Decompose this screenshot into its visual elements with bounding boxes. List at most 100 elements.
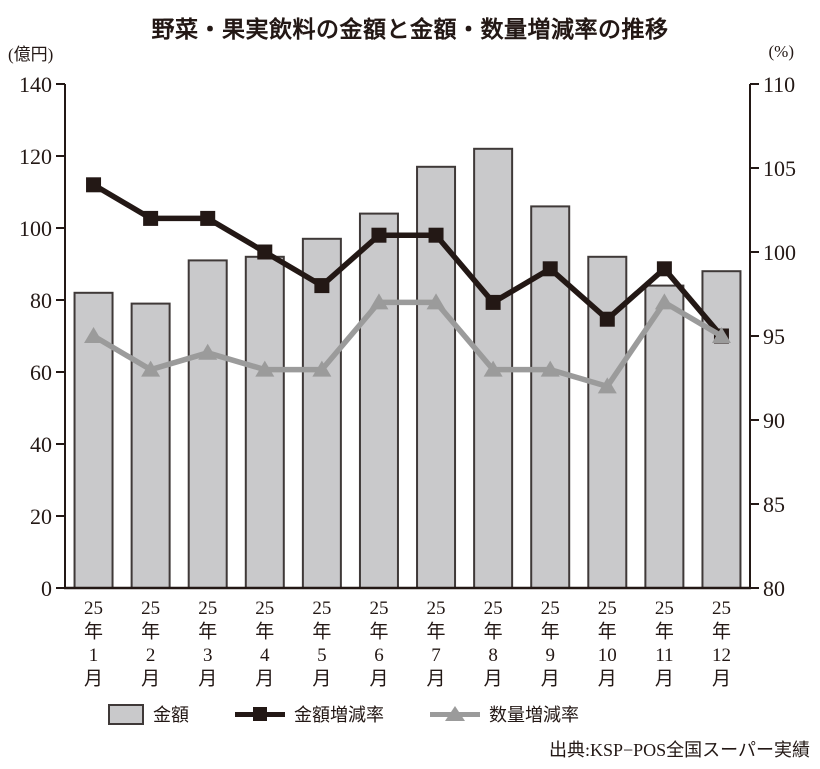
left-tick-label-100: 100 <box>19 216 52 241</box>
x-label-25年3月: 25 <box>198 598 217 619</box>
x-label-25年5月: 5 <box>317 645 327 666</box>
x-label-25年1月: 月 <box>84 669 103 690</box>
source-note: 出典:KSP−POS全国スーパー実績 <box>548 740 810 760</box>
x-label-25年12月: 月 <box>712 669 731 690</box>
金額増減率-marker-25年2月 <box>143 210 159 226</box>
x-label-25年8月: 年 <box>484 621 503 643</box>
x-label-25年7月: 年 <box>427 621 446 643</box>
x-label-25年1月: 年 <box>84 621 103 643</box>
数量増減率-marker-25年10月 <box>597 377 617 394</box>
bar-25年5月 <box>301 237 342 590</box>
right-tick-label-85: 85 <box>763 492 785 517</box>
数量増減率-line <box>92 298 723 390</box>
x-label-25年12月: 12 <box>712 645 731 666</box>
x-label-25年1月: 1 <box>89 645 99 666</box>
数量増減率-marker-25年8月 <box>483 360 503 377</box>
数量増減率-marker-25年12月 <box>711 327 731 343</box>
数量増減率-marker-25年3月 <box>198 343 218 360</box>
金額増減率-marker-25年7月 <box>428 227 444 243</box>
right-tick-label-90: 90 <box>763 408 785 433</box>
left-tick-label-140: 140 <box>19 72 52 97</box>
amount-rate-line-swatch-icon <box>235 705 285 723</box>
left-axis-unit-label: (億円) <box>8 45 54 64</box>
combo-chart: 0204060801001201408085909510010511025年1月… <box>19 72 796 690</box>
x-label-25年10月: 25 <box>598 598 617 619</box>
x-label-25年11月: 25 <box>655 598 674 619</box>
legend-item-amount: 金額 <box>108 701 189 727</box>
x-label-25年12月: 年 <box>712 621 731 643</box>
x-label-25年10月: 月 <box>598 669 617 690</box>
x-label-25年5月: 月 <box>312 669 331 690</box>
x-label-25年9月: 月 <box>541 669 560 690</box>
金額増減率-line <box>92 182 724 338</box>
x-label-25年6月: 25 <box>369 598 388 619</box>
x-label-25年6月: 6 <box>374 645 384 666</box>
right-tick-label-105: 105 <box>763 156 796 181</box>
金額増減率-marker-25年3月 <box>200 210 216 226</box>
chart-legend: 金額 金額増減率 数量増減率 <box>108 701 625 727</box>
金額増減率-marker-25年11月 <box>656 261 672 277</box>
x-label-25年8月: 25 <box>484 598 503 619</box>
x-label-25年2月: 年 <box>141 621 160 643</box>
x-label-25年10月: 10 <box>598 645 617 666</box>
数量増減率-marker-25年5月 <box>312 360 332 377</box>
x-label-25年5月: 年 <box>312 621 331 643</box>
x-label-25年9月: 年 <box>541 621 560 643</box>
x-label-25年2月: 2 <box>146 645 156 666</box>
bar-25年11月 <box>644 284 685 589</box>
x-label-25年7月: 7 <box>431 645 441 666</box>
x-label-25年5月: 25 <box>312 598 331 619</box>
x-label-25年3月: 3 <box>203 645 213 666</box>
left-tick-label-40: 40 <box>30 432 52 457</box>
x-label-25年3月: 年 <box>198 621 217 643</box>
bar-25年3月 <box>187 259 228 589</box>
x-label-25年6月: 月 <box>369 669 388 690</box>
x-label-25年3月: 月 <box>198 669 217 690</box>
金額増減率-marker-25年9月 <box>542 261 558 277</box>
left-tick-label-60: 60 <box>30 360 52 385</box>
x-label-25年4月: 年 <box>255 621 274 643</box>
right-tick-label-95: 95 <box>763 324 785 349</box>
left-tick-label-20: 20 <box>30 504 52 529</box>
legend-item-amount-rate: 金額増減率 <box>235 701 384 727</box>
x-label-25年4月: 25 <box>255 598 274 619</box>
x-label-25年9月: 25 <box>541 598 560 619</box>
金額増減率-marker-25年1月 <box>86 177 102 193</box>
x-label-25年2月: 25 <box>141 598 160 619</box>
数量増減率-marker-25年4月 <box>255 360 275 377</box>
x-label-25年11月: 11 <box>655 645 673 666</box>
quantity-rate-line-swatch-icon <box>430 705 480 723</box>
right-tick-label-100: 100 <box>763 240 796 265</box>
x-label-25年8月: 月 <box>484 669 503 690</box>
left-tick-label-0: 0 <box>41 576 52 601</box>
x-label-25年11月: 年 <box>655 621 674 643</box>
left-tick-label-120: 120 <box>19 144 52 169</box>
金額増減率-marker-25年4月 <box>257 244 273 260</box>
x-label-25年6月: 年 <box>369 621 388 643</box>
legend-label-amount-rate: 金額増減率 <box>294 705 384 725</box>
x-label-25年9月: 9 <box>545 645 555 666</box>
x-label-25年4月: 月 <box>255 669 274 690</box>
金額増減率-marker-25年8月 <box>485 294 501 310</box>
金額増減率-marker-25年5月 <box>314 278 330 294</box>
bar-25年2月 <box>130 302 171 589</box>
right-axis-unit-label: (%) <box>768 42 794 61</box>
x-label-25年1月: 25 <box>84 598 103 619</box>
x-label-25年7月: 月 <box>427 669 446 690</box>
x-label-25年7月: 25 <box>427 598 446 619</box>
x-label-25年12月: 25 <box>712 598 731 619</box>
bar-25年6月 <box>358 212 399 589</box>
数量増減率-marker-25年9月 <box>540 360 560 377</box>
x-label-25年4月: 4 <box>260 645 270 666</box>
x-label-25年11月: 月 <box>655 669 674 690</box>
x-label-25年10月: 年 <box>598 621 617 643</box>
left-tick-label-80: 80 <box>30 288 52 313</box>
amount-bar-swatch-icon <box>108 703 144 725</box>
legend-label-amount: 金額 <box>153 705 189 725</box>
legend-item-quantity-rate: 数量増減率 <box>430 701 579 727</box>
bar-25年4月 <box>244 255 285 589</box>
right-tick-label-110: 110 <box>763 72 795 97</box>
right-tick-label-80: 80 <box>763 576 785 601</box>
x-label-25年2月: 月 <box>141 669 160 690</box>
